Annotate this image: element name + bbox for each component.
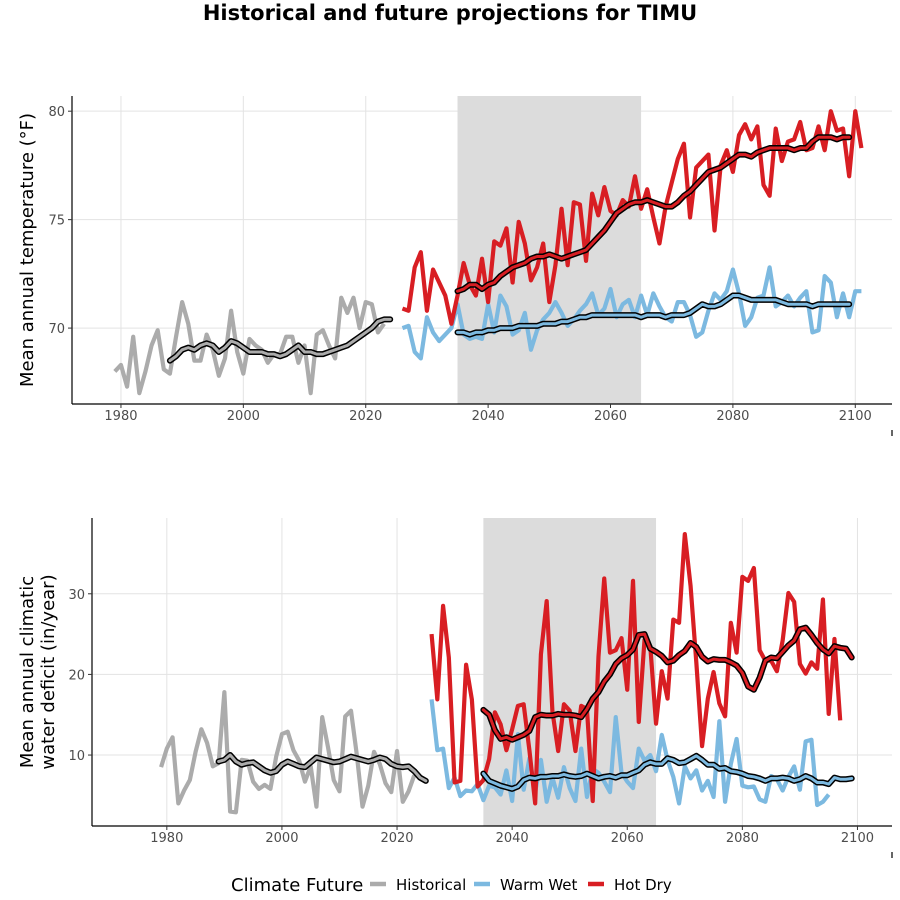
- y-tick-label: 70: [48, 322, 65, 337]
- y-tick-label: 75: [48, 214, 65, 229]
- series-line-hot-dry: [401, 109, 864, 326]
- x-tick-label: 2100: [839, 409, 872, 424]
- smooth-line-hot-dry: [481, 626, 854, 742]
- smooth-line-warm-wet: [456, 294, 851, 337]
- y-axis-label: Mean annual temperature (°F): [17, 113, 38, 387]
- x-tick-label: 2040: [472, 409, 505, 424]
- x-tick-label: 2040: [496, 831, 529, 846]
- smooth-line-historical: [168, 317, 392, 363]
- x-tick-label: 1980: [104, 409, 137, 424]
- y-tick-label: 80: [48, 105, 65, 120]
- smooth-line-warm-wet: [481, 754, 854, 791]
- x-tick-label: 2100: [841, 831, 874, 846]
- legend-item-historical: Historical: [370, 876, 466, 894]
- x-tick-label: 2000: [227, 409, 260, 424]
- smooth-line-historical: [217, 753, 428, 783]
- legend-label-hot-dry: Hot Dry: [614, 876, 672, 894]
- legend-label-warm-wet: Warm Wet: [500, 876, 578, 894]
- series-line-historical: [113, 295, 386, 396]
- y-tick-label: 20: [68, 668, 85, 683]
- legend-title: Climate Future: [231, 875, 363, 896]
- x-tick-label: 2020: [380, 831, 413, 846]
- legend-item-hot-dry: Hot Dry: [588, 876, 672, 894]
- x-tick-label: 2060: [594, 409, 627, 424]
- reference-period-band: [457, 96, 642, 404]
- y-axis-label-line: Mean annual climatic: [17, 576, 38, 768]
- x-tick-label: 2060: [611, 831, 644, 846]
- x-tick-label: 2080: [716, 409, 749, 424]
- x-tick-label: 2080: [726, 831, 759, 846]
- x-tick-label: 1980: [150, 831, 183, 846]
- series-line-hot-dry: [429, 532, 843, 806]
- water-deficit-panel: 1980 2000 2020 2040 2060 2080 2100 10 20 30 Mean a…: [17, 518, 893, 858]
- y-axis-label-line: water deficit (in/year): [38, 574, 59, 769]
- y-tick-label: 30: [68, 588, 85, 603]
- x-tick-label: 2000: [265, 831, 298, 846]
- y-tick-label: 10: [68, 749, 85, 764]
- x-tick-label: 2020: [349, 409, 382, 424]
- temperature-panel: 1980 2000 2020 2040 2060 2080 2100 70 75 80 Mean a…: [17, 96, 893, 436]
- series-line-warm-wet: [401, 265, 862, 361]
- legend-item-warm-wet: Warm Wet: [474, 876, 578, 894]
- chart-title: Historical and future projections for TI…: [203, 1, 697, 25]
- legend: Climate Future Historical Warm Wet Hot D…: [231, 875, 672, 896]
- series-line-warm-wet: [429, 699, 831, 808]
- smooth-line-hot-dry: [456, 135, 851, 293]
- series-line-historical: [159, 690, 417, 815]
- legend-label-historical: Historical: [396, 876, 466, 894]
